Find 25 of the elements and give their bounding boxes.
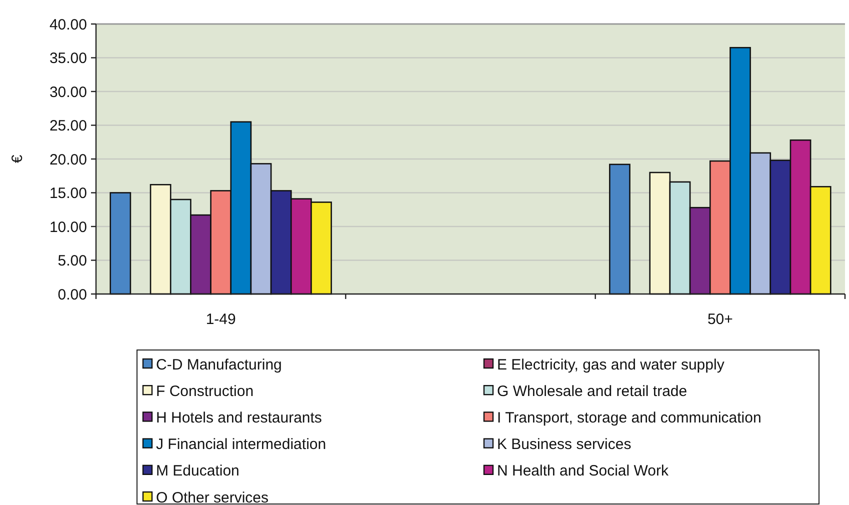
legend-label: G Wholesale and retail trade xyxy=(497,382,688,400)
y-tick-label: 10.00 xyxy=(49,218,87,236)
x-tick-label: 50+ xyxy=(707,311,734,328)
y-tick-label: 35.00 xyxy=(49,50,87,67)
legend-label: J Financial intermediation xyxy=(156,436,326,454)
legend-label: O Other services xyxy=(156,489,269,505)
y-axis-title: € xyxy=(9,154,26,164)
legend-label: M Education xyxy=(156,462,240,480)
legend-label: H Hotels and restaurants xyxy=(156,409,322,426)
bar xyxy=(110,192,132,295)
bar xyxy=(609,164,630,295)
legend-label: C-D Manufacturing xyxy=(156,356,282,374)
y-tick-label: 30.00 xyxy=(49,84,87,101)
y-tick-label: 0.00 xyxy=(58,286,87,304)
x-tick-label: 1-49 xyxy=(206,311,236,328)
legend-label: K Business services xyxy=(497,436,632,454)
legend-label: E Electricity, gas and water supply xyxy=(497,356,725,374)
y-tick-label: 40.00 xyxy=(49,16,87,34)
legend-label: I Transport, storage and communication xyxy=(497,409,762,426)
y-tick-label: 5.00 xyxy=(58,252,87,270)
y-tick-label: 20.00 xyxy=(49,151,87,168)
legend-label: N Health and Social Work xyxy=(497,462,669,480)
y-tick-label: 15.00 xyxy=(49,185,87,202)
y-tick-label: 25.00 xyxy=(49,118,87,134)
legend-label: F Construction xyxy=(156,382,254,400)
